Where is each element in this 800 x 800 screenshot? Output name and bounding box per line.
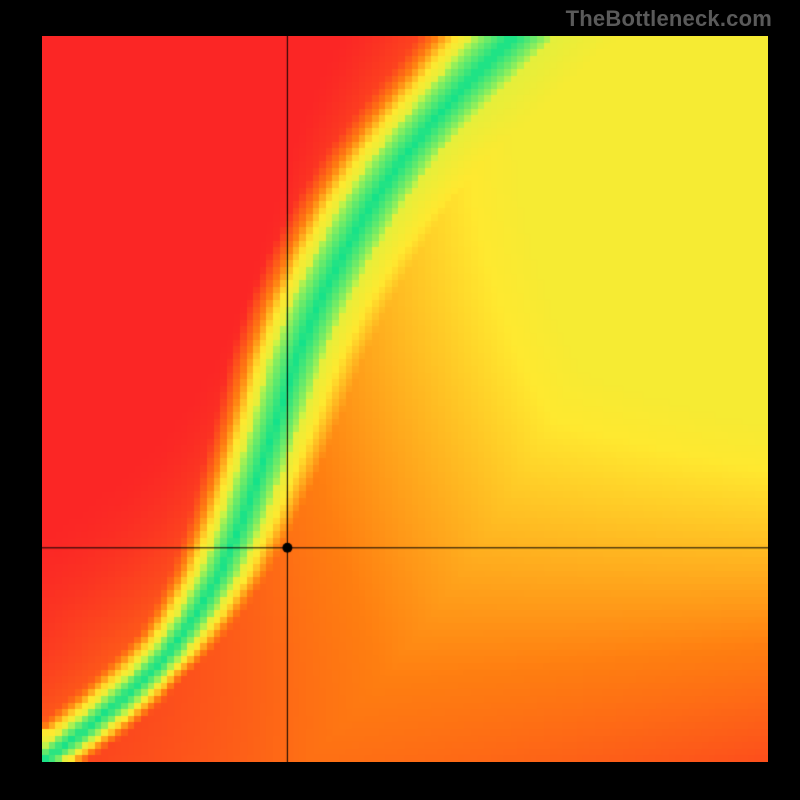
bottleneck-heatmap bbox=[42, 36, 768, 762]
watermark-text: TheBottleneck.com bbox=[566, 6, 772, 32]
chart-container: TheBottleneck.com bbox=[0, 0, 800, 800]
